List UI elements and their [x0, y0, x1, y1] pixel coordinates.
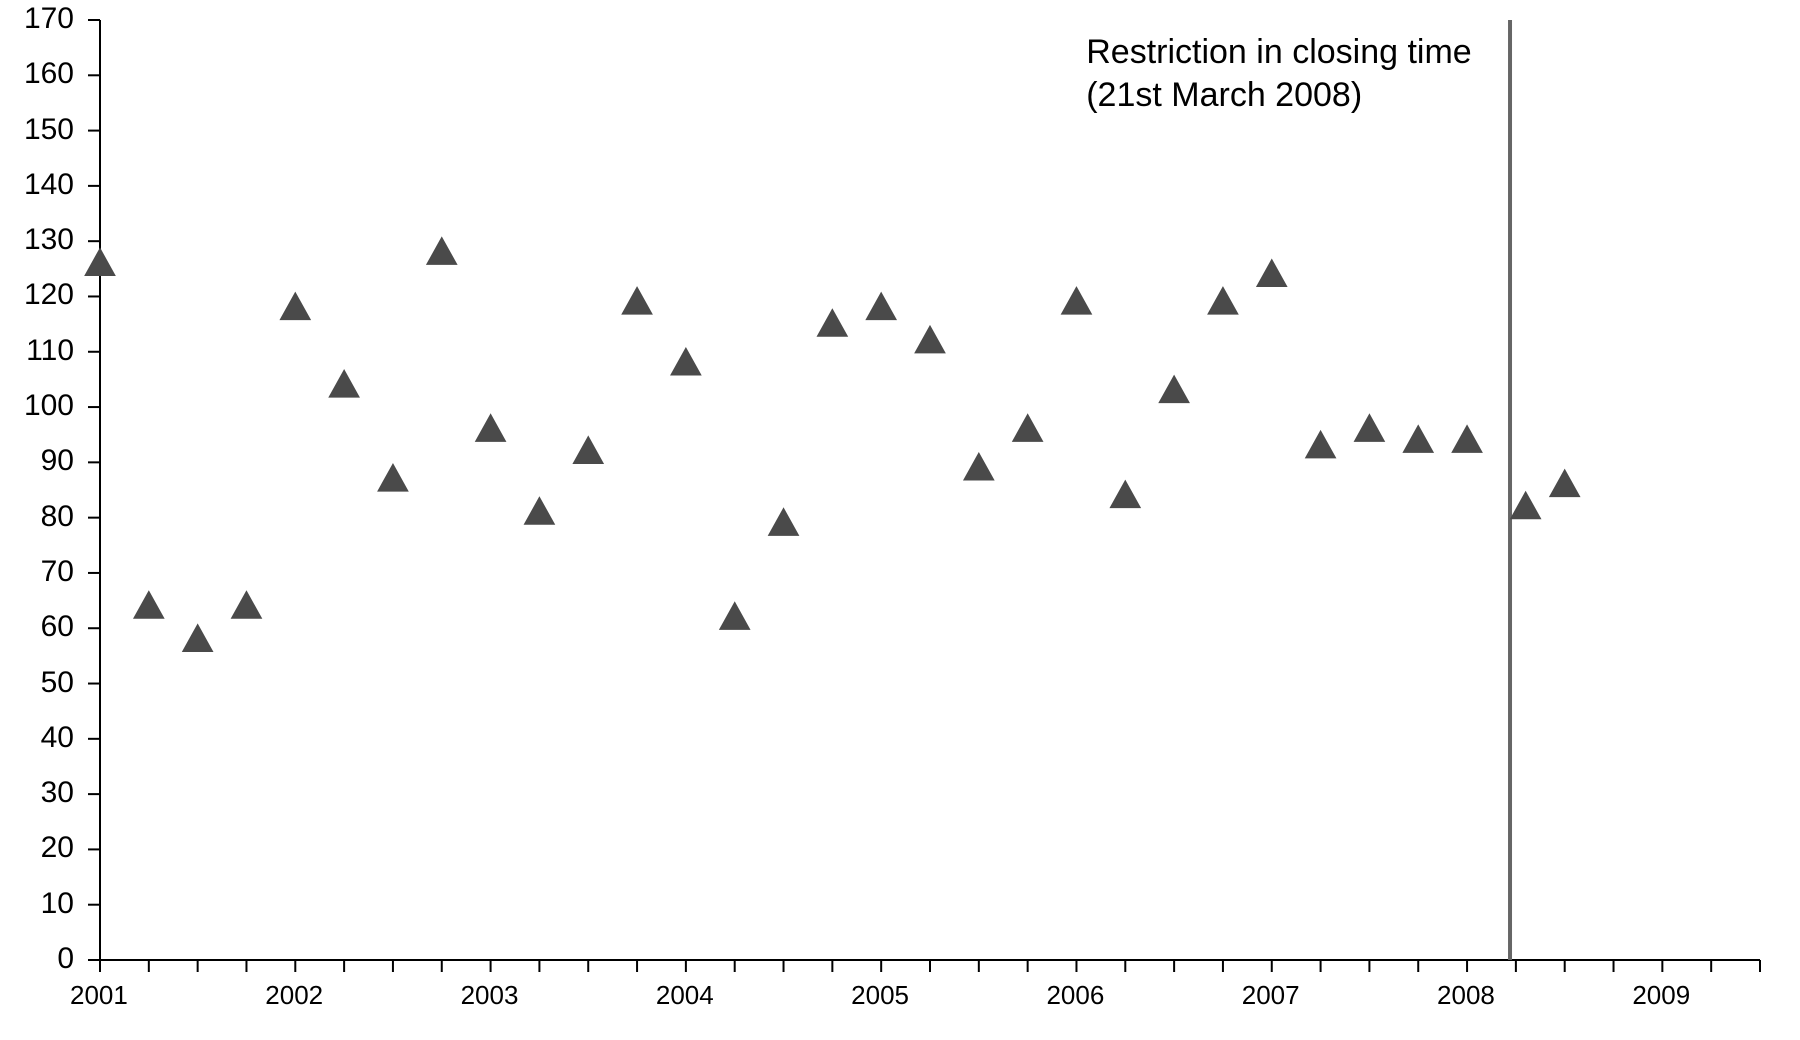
chart-svg [0, 0, 1800, 1040]
y-tick-label: 150 [24, 113, 74, 147]
y-tick-label: 130 [24, 223, 74, 257]
y-tick-label: 10 [41, 887, 74, 921]
x-tick-label: 2006 [1046, 980, 1104, 1011]
x-tick-label: 2005 [851, 980, 909, 1011]
y-tick-label: 20 [41, 831, 74, 865]
x-tick-label: 2007 [1242, 980, 1300, 1011]
y-tick-label: 60 [41, 610, 74, 644]
y-tick-label: 120 [24, 278, 74, 312]
y-tick-label: 50 [41, 666, 74, 700]
x-tick-label: 2001 [70, 980, 128, 1011]
x-tick-label: 2004 [656, 980, 714, 1011]
x-tick-label: 2002 [265, 980, 323, 1011]
y-tick-label: 40 [41, 721, 74, 755]
y-tick-label: 140 [24, 168, 74, 202]
y-tick-label: 170 [24, 2, 74, 36]
x-tick-label: 2008 [1437, 980, 1495, 1011]
annotation-text: Restriction in closing time (21st March … [1086, 31, 1471, 116]
y-tick-label: 100 [24, 389, 74, 423]
y-tick-label: 160 [24, 57, 74, 91]
y-tick-label: 70 [41, 555, 74, 589]
y-tick-label: 110 [26, 334, 74, 368]
scatter-chart: 0 10 20 30 40 50 60 70 80 90 100 110 120 130 140 150 160… [0, 0, 1800, 1040]
x-tick-label: 2009 [1632, 980, 1690, 1011]
y-tick-label: 0 [57, 942, 74, 976]
y-tick-label: 30 [41, 776, 74, 810]
y-tick-label: 90 [41, 444, 74, 478]
x-tick-label: 2003 [461, 980, 519, 1011]
y-tick-label: 80 [41, 500, 74, 534]
